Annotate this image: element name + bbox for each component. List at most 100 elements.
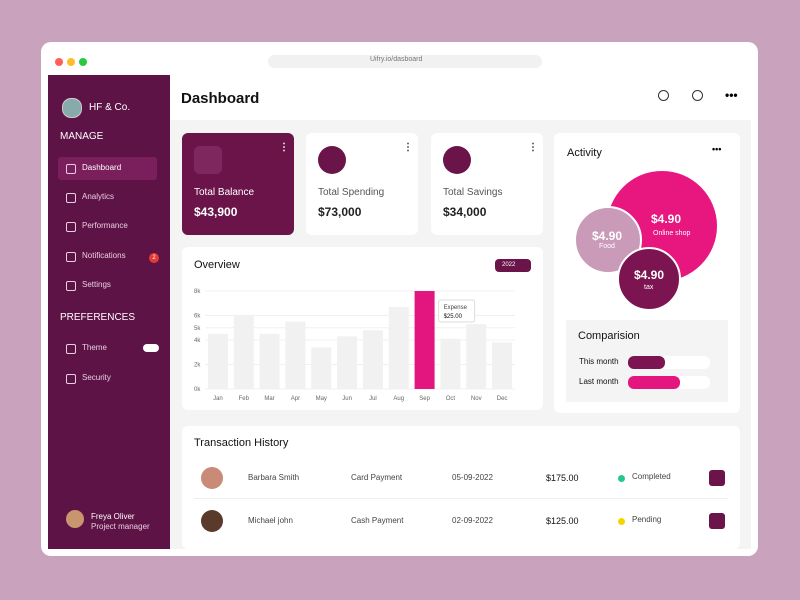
- bar: [362, 330, 383, 389]
- toggle[interactable]: [143, 344, 159, 352]
- stat-label: Total Savings: [443, 187, 503, 198]
- amount: $125.00: [546, 516, 579, 526]
- x-tick-label: Feb: [239, 396, 250, 402]
- more[interactable]: •••: [712, 144, 722, 154]
- tooltip-value: $25.00: [444, 314, 463, 320]
- y-tick-label: 8k: [194, 289, 201, 295]
- menu-item[interactable]: Settings: [82, 280, 111, 289]
- bubble-amount: $4.90: [651, 212, 682, 226]
- menu-icon: [66, 344, 76, 354]
- x-tick-label: Oct: [446, 396, 456, 402]
- divider: [194, 498, 728, 499]
- menu-icon: [66, 164, 76, 174]
- bubble: [574, 206, 642, 274]
- year-select[interactable]: [495, 259, 531, 272]
- badge: 2: [149, 253, 159, 263]
- comparison-label: This month: [579, 357, 619, 366]
- menu-icon: [66, 222, 76, 232]
- bar: [311, 347, 332, 389]
- page-title: Dashboard: [181, 90, 260, 107]
- menu-item[interactable]: Security: [82, 373, 111, 382]
- overview-title: Overview: [194, 259, 240, 271]
- dot[interactable]: [55, 58, 63, 66]
- menu-icon: [66, 252, 76, 262]
- brand: HF & Co.: [89, 102, 131, 113]
- user-name: Freya Oliver: [91, 512, 135, 521]
- active-item[interactable]: [58, 157, 157, 180]
- y-tick-label: 6k: [194, 314, 201, 320]
- stat-label: Total Balance: [194, 187, 255, 198]
- comparison-bar: [628, 356, 665, 369]
- year: 2022: [502, 262, 516, 268]
- y-tick-label: 5k: [194, 326, 201, 332]
- x-tick-label: May: [316, 396, 327, 402]
- expand[interactable]: [709, 513, 725, 529]
- menu-icon: [66, 281, 76, 291]
- bar: [466, 324, 487, 389]
- y-tick-label: 2k: [194, 363, 201, 369]
- transactions-card: [182, 426, 740, 549]
- bubble-amount: $4.90: [592, 229, 623, 243]
- x-tick-label: Mar: [264, 396, 274, 402]
- bar: [285, 321, 306, 389]
- name: Barbara Smith: [248, 473, 300, 482]
- expand[interactable]: [709, 470, 725, 486]
- x-tick-label: Apr: [291, 396, 300, 402]
- bar: [207, 333, 228, 389]
- avatar: [201, 510, 223, 532]
- bar: [388, 306, 409, 389]
- more[interactable]: •••: [725, 88, 738, 102]
- more[interactable]: ⋮: [528, 142, 538, 153]
- stat-value: $43,900: [194, 205, 238, 219]
- search[interactable]: [658, 90, 669, 101]
- bar: [440, 338, 461, 389]
- user-role: Project manager: [91, 522, 150, 531]
- section-title: MANAGE: [60, 131, 104, 142]
- tooltip: [438, 299, 476, 323]
- avatar: [201, 467, 223, 489]
- bar: [259, 333, 280, 389]
- comparison-label: Last month: [579, 377, 619, 386]
- url-bar[interactable]: [268, 55, 542, 68]
- amount: $175.00: [546, 473, 579, 483]
- bar: [337, 336, 358, 389]
- method: Cash Payment: [351, 516, 404, 525]
- transactions-title: Transaction History: [194, 437, 289, 449]
- x-tick-label: Nov: [471, 396, 482, 402]
- url: Uifry.io/dasboard: [370, 56, 423, 63]
- x-tick-label: Jun: [342, 396, 352, 402]
- stat-value: $34,000: [443, 205, 487, 219]
- bar: [492, 342, 513, 389]
- method: Card Payment: [351, 473, 403, 482]
- x-tick-label: Jan: [213, 396, 223, 402]
- dot[interactable]: [79, 58, 87, 66]
- dot[interactable]: [67, 58, 75, 66]
- more[interactable]: ⋮: [403, 142, 413, 153]
- sidebar: [48, 75, 170, 549]
- bubble-amount: $4.90: [634, 268, 665, 282]
- bubble: [617, 247, 681, 311]
- date: 05-09-2022: [452, 473, 493, 482]
- bar: [414, 291, 435, 389]
- more[interactable]: ⋮: [279, 142, 289, 153]
- menu-item[interactable]: Analytics: [82, 192, 115, 201]
- logo: [62, 98, 82, 118]
- menu-item[interactable]: Theme: [82, 343, 107, 352]
- comparison-bar: [628, 376, 680, 389]
- stat-icon: [443, 146, 471, 174]
- bubble-label: Online shop: [653, 230, 691, 237]
- bubble-label: Food: [599, 243, 615, 250]
- menu-item[interactable]: Notifications: [82, 251, 126, 260]
- menu-icon: [66, 193, 76, 203]
- y-tick-label: 0k: [194, 387, 201, 393]
- menu-icon: [66, 374, 76, 384]
- x-tick-label: Dec: [497, 396, 508, 402]
- avatar: [66, 510, 84, 528]
- status: Completed: [632, 472, 671, 481]
- activity-title: Activity: [567, 147, 602, 159]
- menu-item[interactable]: Dashboard: [82, 163, 122, 172]
- status-dot: [618, 518, 625, 525]
- bar: [233, 315, 254, 389]
- menu-item[interactable]: Performance: [82, 221, 128, 230]
- info[interactable]: [692, 90, 703, 101]
